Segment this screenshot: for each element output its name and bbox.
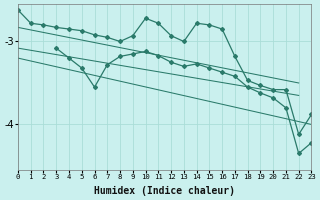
- X-axis label: Humidex (Indice chaleur): Humidex (Indice chaleur): [94, 186, 235, 196]
